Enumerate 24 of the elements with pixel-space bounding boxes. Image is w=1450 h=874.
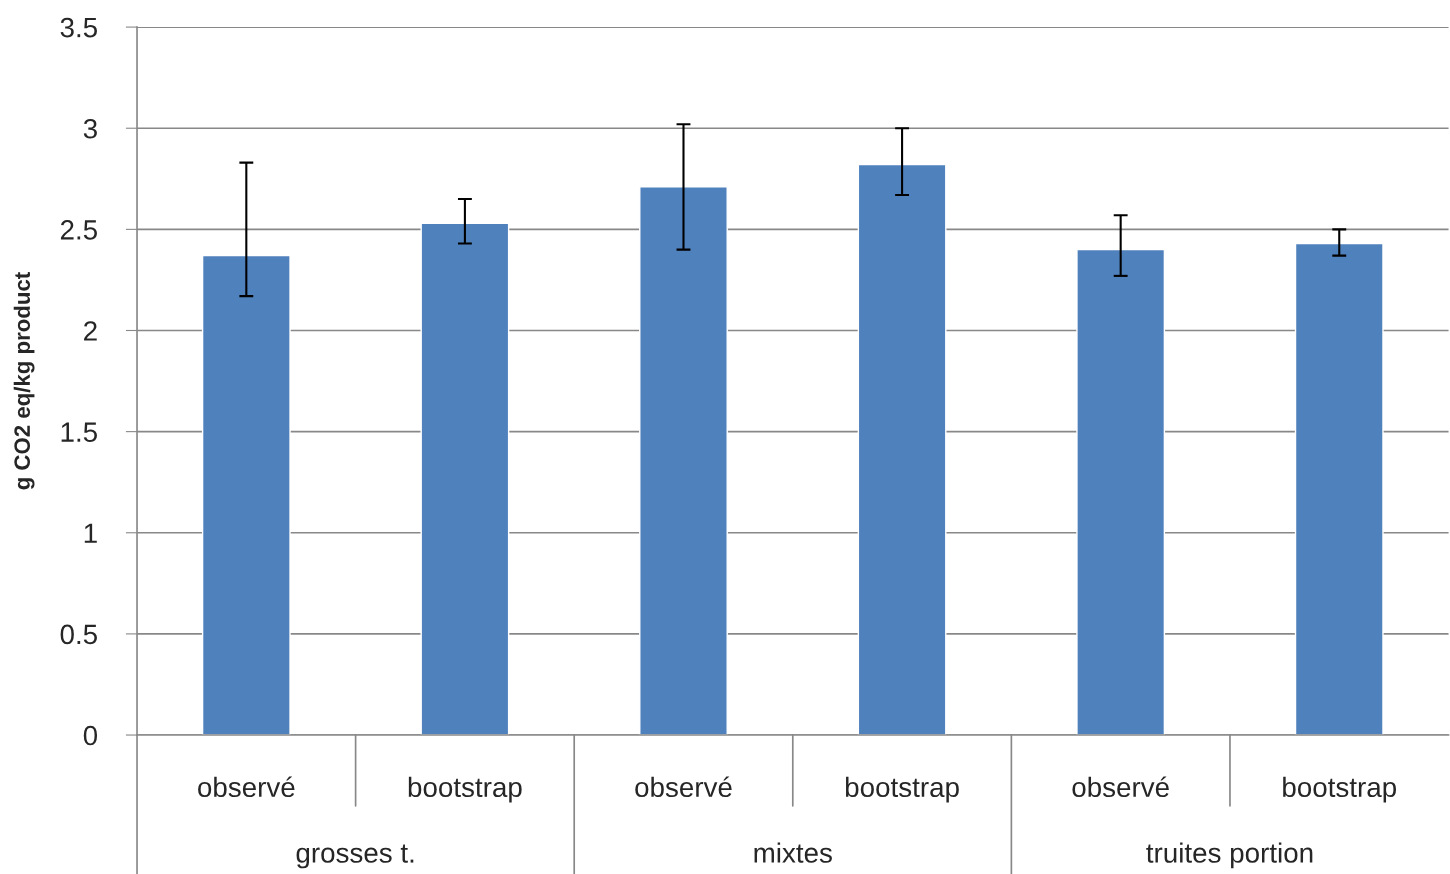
y-tick-label: 0.5 (60, 624, 97, 645)
x-tick-label: bootstrap (845, 776, 959, 803)
text: grosses t. (296, 844, 414, 869)
y-tick-label: 2.5 (60, 220, 97, 240)
text: truites portion (1146, 842, 1313, 869)
x-tick-label: bootstrap (408, 776, 522, 803)
bar (1076, 248, 1166, 736)
x-tick-label: bootstrap (1283, 776, 1397, 803)
bar (420, 222, 510, 736)
x-tick-label: observé (635, 776, 732, 798)
y-tick-label: 2 (84, 321, 97, 341)
x-tick-label: observé (198, 776, 295, 798)
bar (857, 163, 947, 736)
text: mixtes (754, 842, 832, 863)
bar (201, 254, 291, 736)
y-tick-label: 1 (84, 523, 97, 543)
bar (639, 186, 728, 736)
y-tick-label: 3.5 (60, 17, 97, 38)
bar (1294, 242, 1384, 736)
y-tick-label: 0 (83, 725, 98, 746)
y-tick-label: 3 (83, 118, 97, 139)
x-tick-label: observé (1072, 776, 1169, 798)
y-tick-label: 1.5 (61, 422, 97, 442)
y-axis-title: g CO2 eq/kg product (13, 272, 35, 490)
